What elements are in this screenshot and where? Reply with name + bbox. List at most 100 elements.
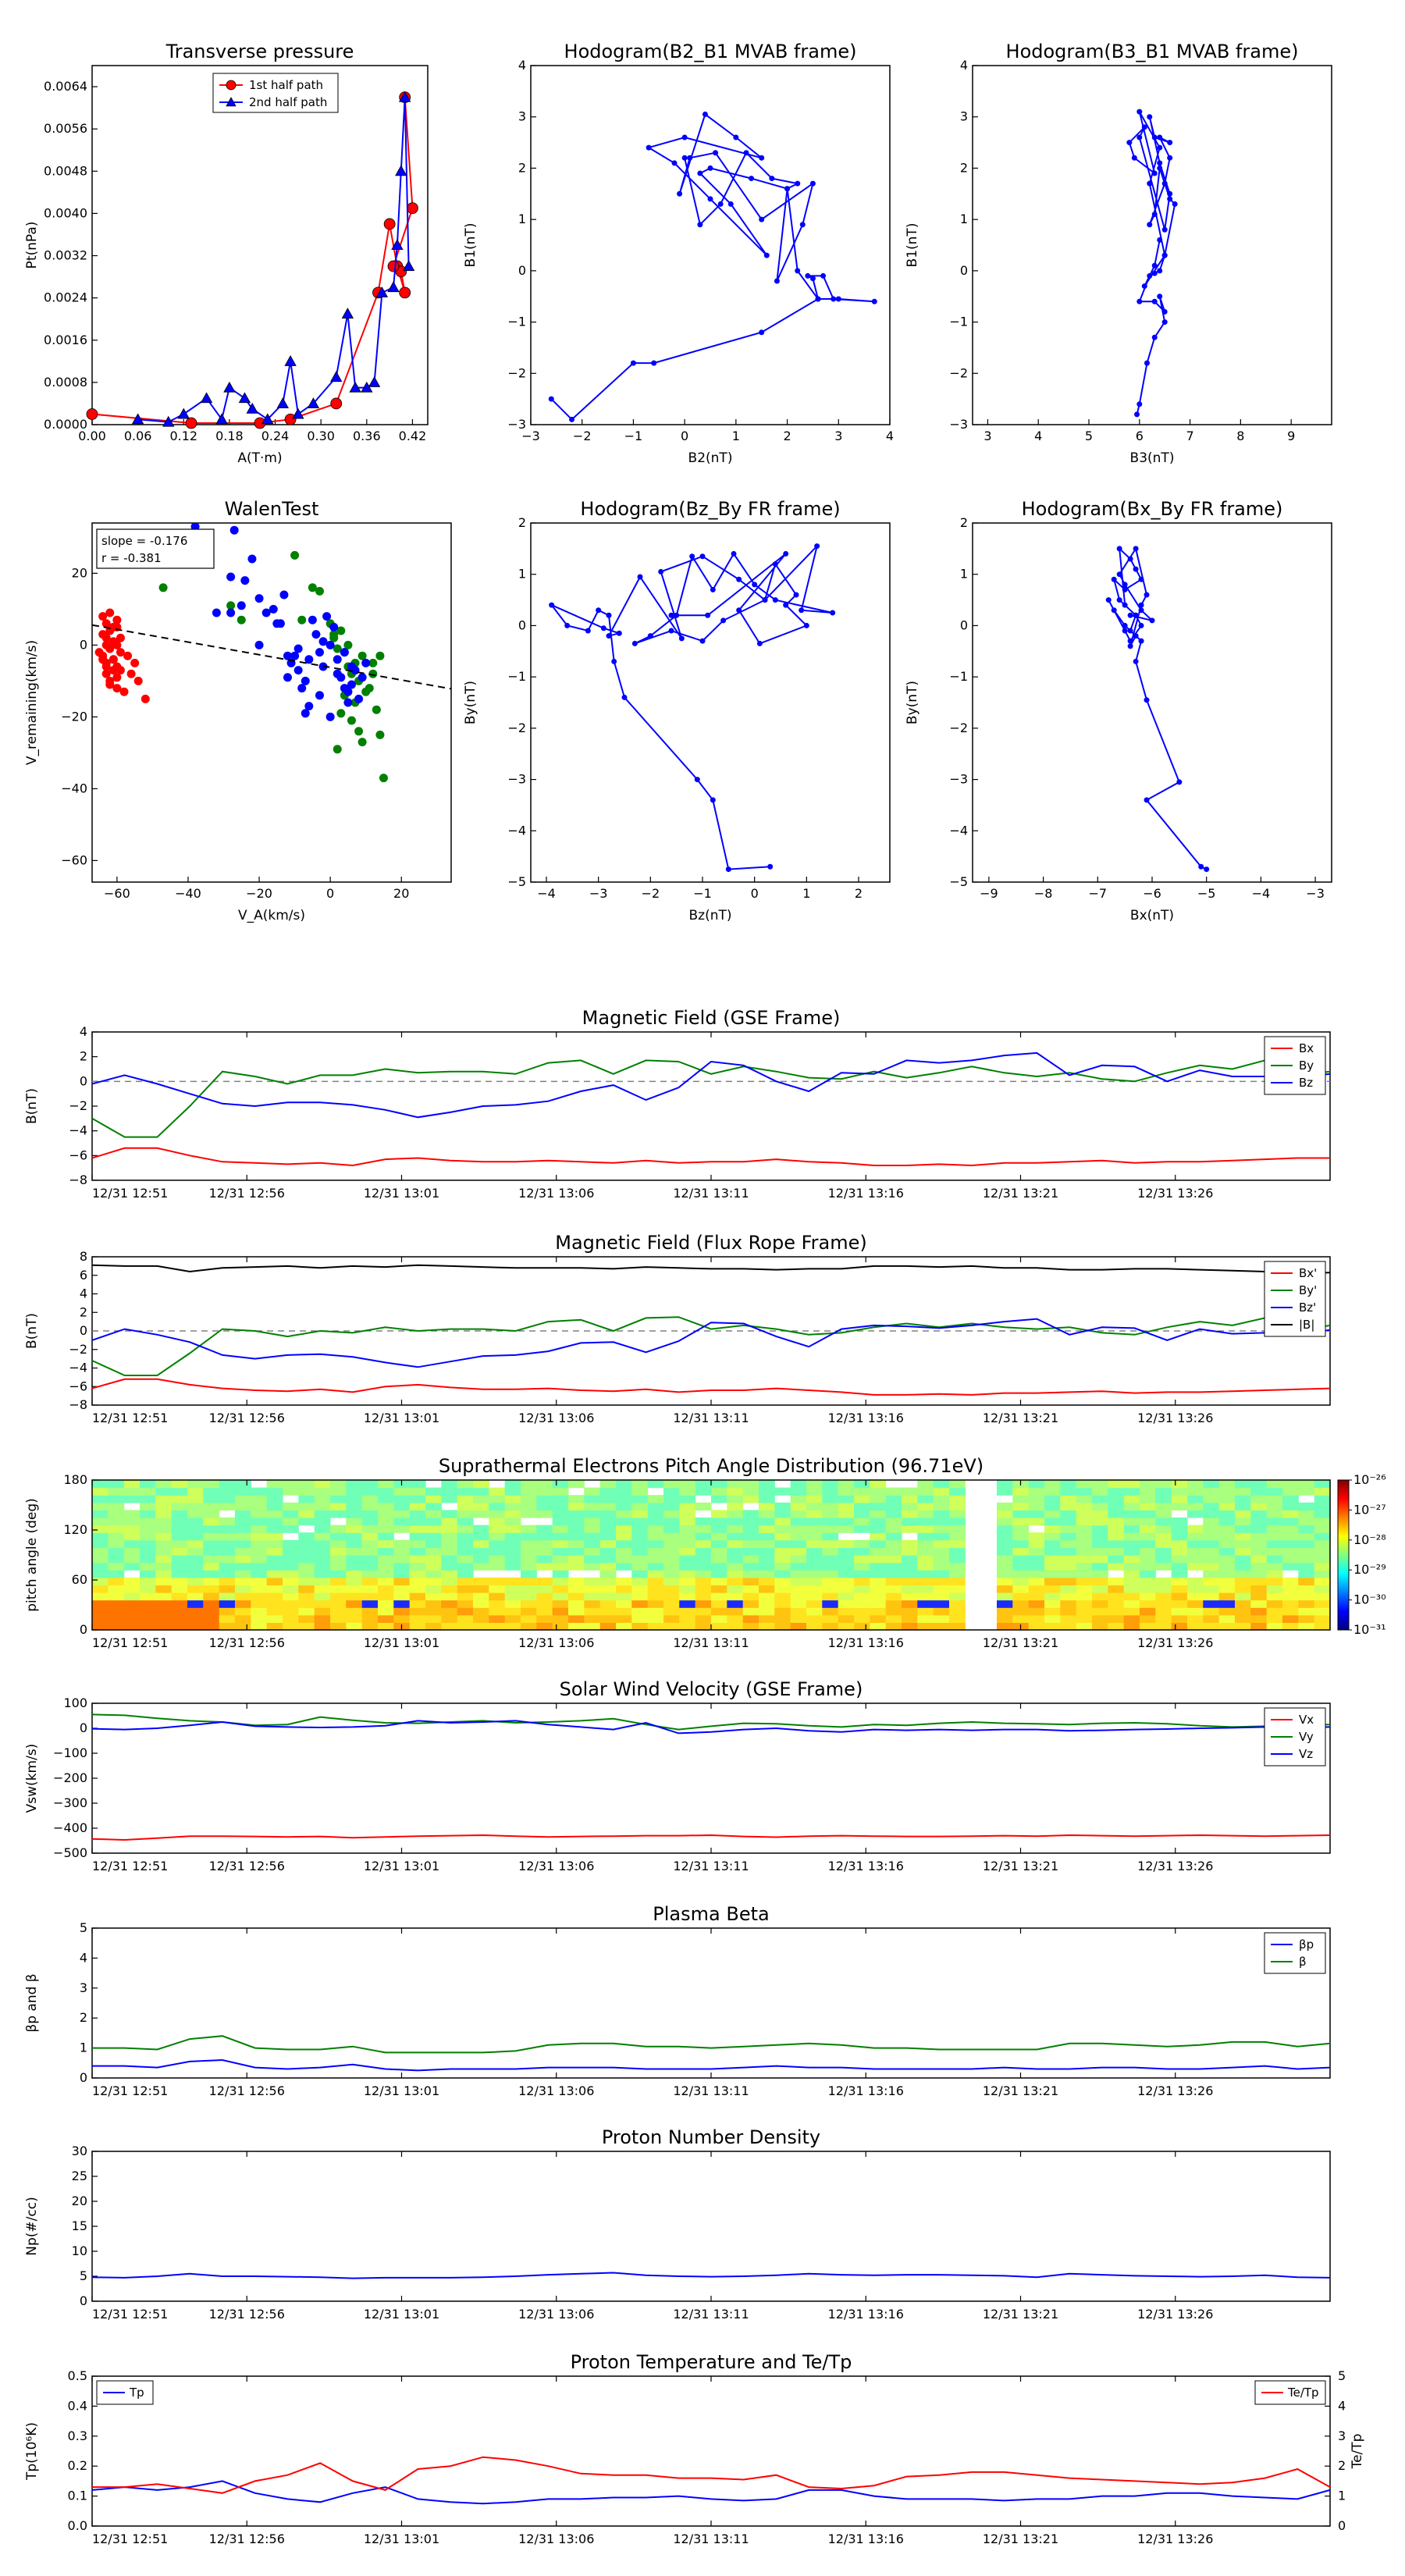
heatmap-cell [219,1562,236,1571]
data-point [1147,222,1153,228]
heatmap-cell [885,1577,902,1585]
heatmap-cell [742,1539,759,1548]
heatmap-cell [616,1547,632,1556]
heatmap-cell [140,1539,156,1548]
heatmap-cell [123,1614,140,1623]
heatmap-cell [1235,1592,1251,1601]
heatmap-cell [949,1510,966,1518]
plot-frame [91,1031,1331,1181]
data-point [365,684,374,693]
heatmap-cell [917,1539,934,1548]
plot-frame [91,2151,1331,2302]
heatmap-cell [187,1555,204,1564]
heatmap-cell [1140,1487,1156,1496]
data-point [1141,283,1147,290]
heatmap-cell [1140,1480,1156,1489]
heatmap-cell [298,1539,315,1548]
heatmap-cell [997,1614,1013,1623]
heatmap-cell [1314,1562,1331,1571]
heatmap-cell [806,1570,823,1578]
data-point [1136,134,1143,141]
data-point [689,553,695,560]
heatmap-cell [790,1510,807,1518]
plot-frame [972,522,1332,883]
heatmap-cell [1203,1532,1220,1541]
data-point [276,619,285,628]
x-tick-label: 12/31 12:51 [92,1186,168,1201]
y-tick-label: 2 [960,515,968,530]
data-point [212,608,221,617]
heatmap-cell [1155,1502,1172,1510]
heatmap-cell [949,1577,966,1585]
y-tick-label: −40 [61,781,87,795]
data-point [1147,114,1153,120]
x-tick-label: 12/31 13:16 [828,2307,904,2322]
heatmap-cell [1218,1570,1236,1578]
data-point [596,607,602,614]
data-point [1127,643,1133,649]
heatmap-cell [1076,1539,1093,1548]
data-point [1134,411,1140,418]
heatmap-cell [1282,1487,1299,1496]
heatmap-cell [917,1622,934,1631]
heatmap-cell [298,1607,315,1616]
heatmap-cell [1044,1592,1061,1601]
heatmap-cell [599,1592,617,1601]
heatmap-cell [346,1562,363,1571]
y-tick-label: −1 [507,315,526,329]
data-point [668,612,674,618]
heatmap-cell [631,1622,649,1631]
heatmap-cell [1044,1599,1061,1608]
heatmap-cell [822,1487,839,1496]
heatmap-cell [1187,1562,1204,1571]
x-tick-label: 12/31 13:11 [673,2532,749,2546]
heatmap-cell [187,1599,204,1608]
heatmap-cell [203,1570,220,1578]
heatmap-cell [1203,1570,1220,1578]
heatmap-cell [806,1532,823,1541]
heatmap-cell [933,1502,950,1510]
heatmap-cell [441,1555,458,1564]
heatmap-cell [473,1607,489,1616]
heatmap-cell [409,1495,426,1503]
heatmap-cell [283,1517,299,1526]
heatmap-cell [1187,1480,1204,1489]
heatmap-cell [140,1532,156,1541]
y-tick-label: 2 [960,160,968,175]
heatmap-cell [1092,1562,1108,1571]
heatmap-cell [108,1495,125,1503]
heatmap-cell [854,1592,870,1601]
heatmap-cell [1250,1487,1268,1496]
heatmap-cell [1060,1487,1077,1496]
heatmap-cell [568,1495,585,1503]
heatmap-cell [742,1585,759,1593]
data-point [713,150,719,156]
y-tick-label: 4 [80,1024,87,1039]
data-point [379,774,388,783]
heatmap-cell [140,1517,156,1526]
heatmap-cell [1092,1607,1108,1616]
heatmap-cell [1108,1599,1125,1608]
heatmap-cell [679,1577,696,1585]
heatmap-cell [108,1607,125,1616]
heatmap-cell [584,1502,601,1510]
heatmap-cell [711,1555,727,1564]
heatmap-cell [1282,1585,1299,1593]
heatmap-cell [1235,1539,1251,1548]
heatmap-cell [473,1555,489,1564]
heatmap-cell [568,1502,585,1510]
heatmap-cell [695,1547,712,1556]
data-point [814,543,820,550]
heatmap-cell [1044,1480,1061,1489]
x-tick-label: 12/31 13:26 [1137,1859,1213,1873]
y-tick-label: 0 [960,263,968,278]
heatmap-cell [155,1555,173,1564]
heatmap-cell [727,1555,744,1564]
data-point [803,622,809,628]
data-point [105,680,115,689]
heatmap-cell [647,1562,664,1571]
heatmap-cell [283,1539,299,1548]
data-point [101,619,111,628]
heatmap-cell [870,1607,887,1616]
heatmap-cell [504,1487,521,1496]
